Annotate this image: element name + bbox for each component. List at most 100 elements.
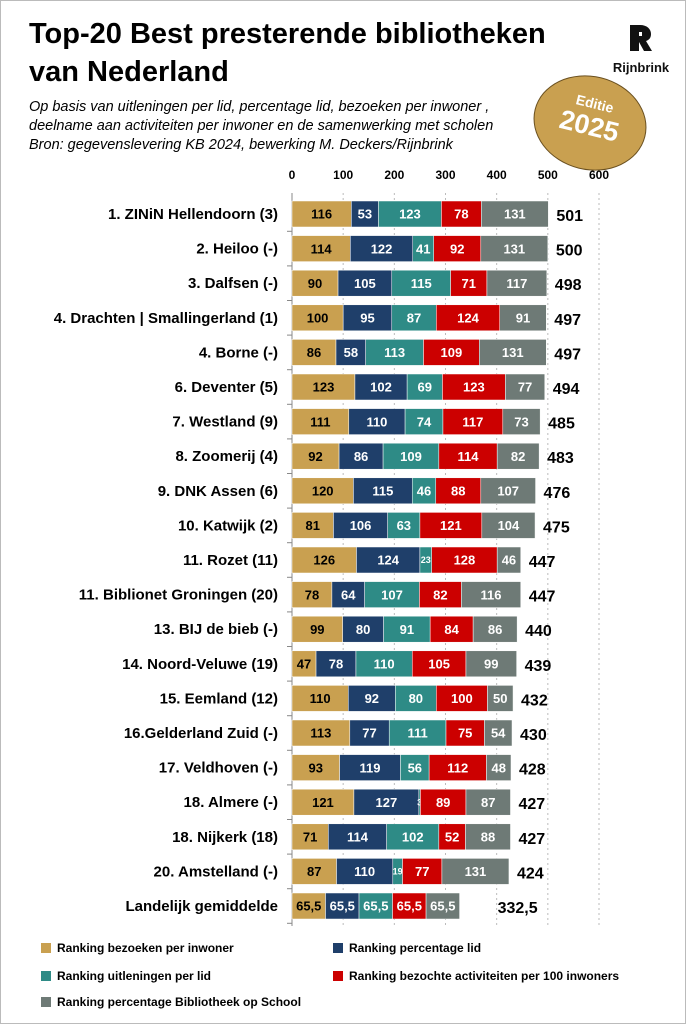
page-title: Top-20 Best presterende bibliotheken van…: [29, 18, 546, 88]
total-label: 497: [554, 346, 581, 363]
data-label: 65,5: [397, 899, 422, 914]
bar-segment-activiteiten: [419, 581, 462, 608]
bar-segment-activiteiten: [433, 235, 482, 262]
data-label: 110: [366, 414, 387, 429]
legend-item-bezoeken: Ranking bezoeken per inwoner: [41, 941, 234, 955]
data-label: 56: [408, 760, 422, 775]
rijnbrink-logo: Rijnbrink: [601, 23, 681, 75]
bar-segment-lid: [354, 373, 408, 401]
data-label: 50: [493, 691, 507, 706]
total-label: 485: [548, 416, 575, 433]
data-label: 123: [313, 380, 335, 395]
data-label: 65,5: [363, 899, 388, 914]
total-label: 475: [543, 519, 570, 536]
data-label: 71: [303, 829, 317, 844]
bar-segment-activiteiten: [428, 754, 487, 781]
bar-segment-lid: [325, 892, 360, 920]
row-label: 9. DNK Assen (6): [158, 483, 278, 500]
data-label: 46: [502, 553, 516, 568]
data-label: 52: [445, 829, 459, 844]
row-label: 6. Deventer (5): [175, 379, 278, 396]
data-label: 53: [358, 207, 372, 222]
logo-text: Rijnbrink: [612, 60, 670, 75]
data-label: 86: [307, 345, 321, 360]
row-label: 4. Borne (-): [199, 344, 278, 361]
data-label: 71: [462, 276, 476, 291]
total-label: 427: [518, 796, 545, 813]
x-tick-label: 300: [435, 168, 455, 182]
data-label: 41: [416, 241, 430, 256]
row-label: 4. Drachten | Smallingerland (1): [54, 310, 278, 327]
legend-label: Ranking bezoeken per inwoner: [57, 941, 234, 955]
bar-segment-school: [486, 269, 548, 297]
total-label: 494: [553, 381, 580, 398]
data-label: 88: [451, 483, 465, 498]
bar-segment-school: [461, 581, 521, 608]
data-label: 114: [347, 829, 369, 844]
bar-segment-lid: [339, 754, 401, 781]
bar-segment-school: [472, 615, 518, 643]
bar-segment-uitleningen: [391, 269, 451, 297]
bar-segment-school: [486, 754, 512, 781]
x-tick-label: 600: [589, 168, 609, 182]
bar-segment-uitleningen: [387, 512, 421, 539]
bar-segment-uitleningen: [388, 719, 447, 747]
row-label: 18. Almere (-): [184, 794, 278, 811]
data-label: 90: [308, 276, 322, 291]
data-label: 86: [488, 622, 502, 637]
bar-segment-activiteiten: [429, 615, 474, 643]
data-label: 112: [447, 760, 468, 775]
data-label: 131: [502, 345, 524, 360]
bar-segment-school: [487, 685, 514, 712]
data-label: 86: [354, 449, 368, 464]
data-label: 65,5: [330, 899, 355, 914]
total-label: 427: [518, 831, 545, 848]
data-label: 78: [305, 587, 319, 602]
bar-segment-lid: [349, 719, 390, 747]
data-label: 122: [371, 241, 393, 256]
bar-segment-school: [465, 788, 511, 816]
total-label: 440: [525, 623, 552, 640]
bar-segment-activiteiten: [402, 858, 443, 885]
legend-swatch: [41, 971, 51, 981]
data-label: 87: [307, 864, 321, 879]
data-label: 110: [374, 656, 395, 671]
legend-label: Ranking bezochte activiteiten per 100 in…: [349, 969, 620, 983]
legend-swatch: [41, 997, 51, 1007]
data-label: 120: [312, 483, 334, 498]
bar-segment-uitleningen: [358, 892, 393, 920]
bar-segment-school: [465, 650, 517, 678]
data-label: 19: [393, 867, 403, 877]
data-label: 92: [308, 449, 322, 464]
bar-segment-activiteiten: [436, 685, 488, 712]
legend-item-uitleningen: Ranking uitleningen per lid: [41, 969, 211, 983]
bar-segment-school: [480, 235, 549, 262]
data-label: 80: [409, 691, 423, 706]
bar-segment-activiteiten: [423, 339, 480, 366]
row-label: 11. Rozet (11): [183, 552, 278, 569]
row-label: 1. ZINiN Hellendoorn (3): [108, 206, 278, 223]
x-tick-label: 100: [333, 168, 353, 182]
bar-segment-school: [496, 442, 540, 470]
data-label: 123: [399, 207, 421, 222]
row-label: 14. Noord-Veluwe (19): [122, 656, 278, 673]
data-label: 109: [400, 449, 422, 464]
data-label: 114: [311, 241, 333, 256]
x-tick-label: 400: [487, 168, 507, 182]
bar-segment-activiteiten: [420, 788, 467, 816]
x-tick-label: 500: [538, 168, 558, 182]
data-label: 102: [370, 380, 392, 395]
bar-segment-bezoeken: [291, 235, 351, 262]
data-label: 111: [407, 726, 427, 741]
total-label: 483: [547, 450, 574, 467]
row-label: 3. Dalfsen (-): [188, 275, 278, 292]
data-label: 117: [462, 414, 483, 429]
bar-segment-bezoeken: [291, 858, 337, 885]
bar-segment-activiteiten: [411, 650, 467, 678]
bar-segment-activiteiten: [436, 304, 500, 332]
data-label: 46: [417, 483, 431, 498]
data-label: 109: [441, 345, 463, 360]
data-label: 121: [440, 518, 462, 533]
data-label: 84: [444, 622, 459, 637]
data-label: 63: [397, 518, 411, 533]
